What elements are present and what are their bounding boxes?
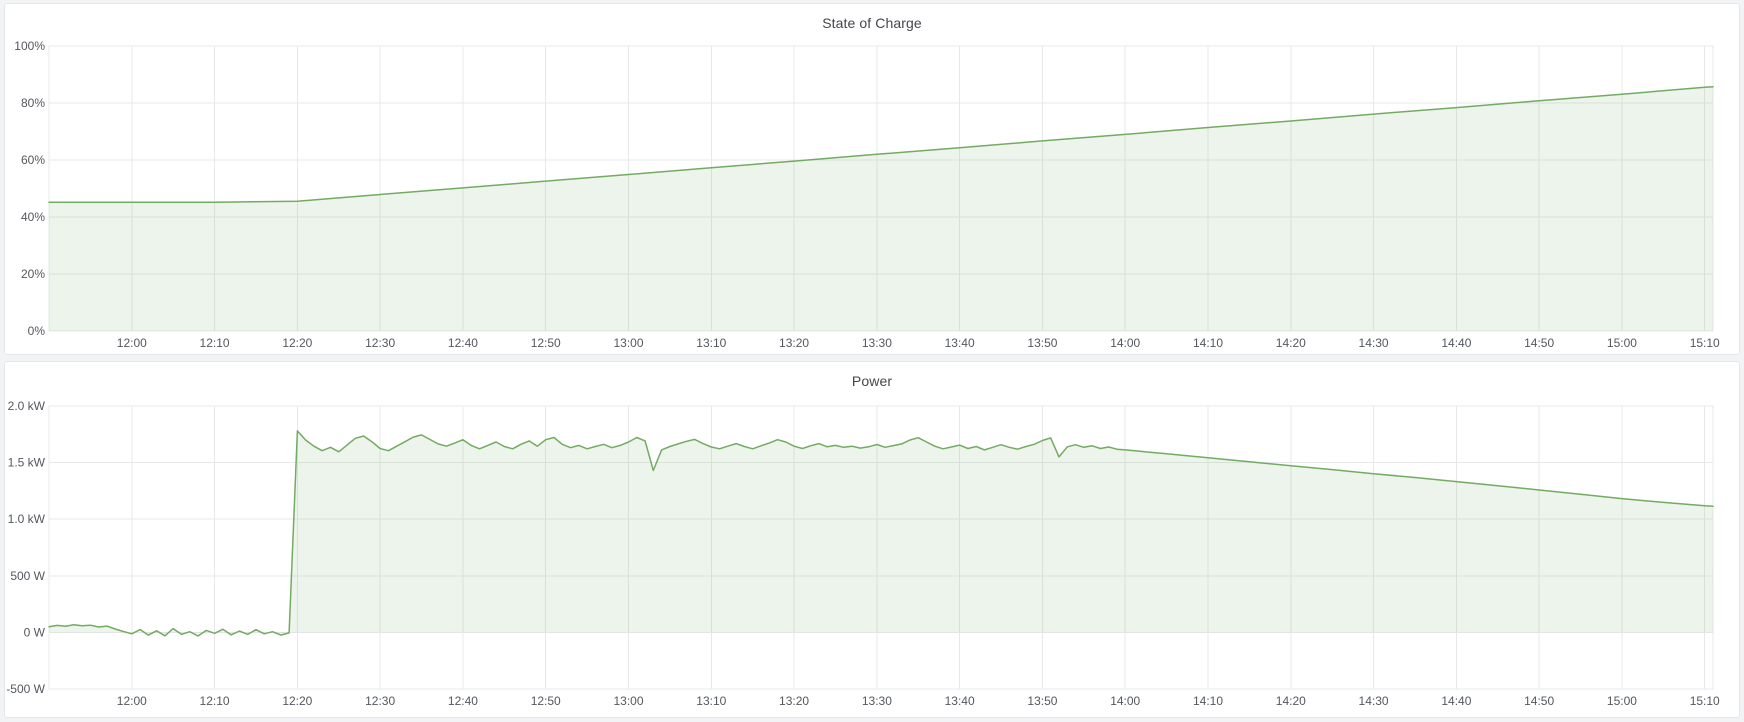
x-tick-label: 14:50 — [1524, 336, 1554, 350]
x-tick-label: 14:40 — [1441, 336, 1471, 350]
y-tick-label: 20% — [21, 267, 45, 281]
panel-title-state-of-charge[interactable]: State of Charge — [822, 15, 922, 31]
state-of-charge-chart: 0% 20% 40% 60% 80% 100% 12:00 12:10 12:20 12:30 12… — [14, 39, 1720, 350]
y-tick-label: 40% — [21, 210, 45, 224]
x-tick-label: 13:20 — [779, 694, 809, 708]
panel-header-state-of-charge[interactable]: State of Charge — [5, 10, 1739, 36]
x-tick-label: 12:30 — [365, 694, 395, 708]
plot-border — [48, 405, 1714, 690]
series-area — [49, 86, 1713, 331]
series-line — [48, 86, 1714, 203]
x-tick-label: 15:10 — [1690, 336, 1720, 350]
power-chart: -500 W 0 W 500 W 1.0 kW 1.5 kW 2.0 kW 12:00 12:… — [6, 399, 1720, 708]
panel-header-power[interactable]: Power — [5, 368, 1739, 394]
x-tick-label: 12:20 — [282, 694, 312, 708]
x-tick-label: 14:00 — [1110, 336, 1140, 350]
x-tick-label: 15:00 — [1607, 694, 1637, 708]
x-tick-label: 13:00 — [613, 336, 643, 350]
x-tick-label: 12:50 — [531, 336, 561, 350]
x-tick-label: 12:10 — [200, 694, 230, 708]
x-tick-label: 14:20 — [1276, 336, 1306, 350]
y-tick-label: 1.0 kW — [8, 512, 46, 526]
x-tick-label: 14:10 — [1193, 694, 1223, 708]
panel-power: Power -500 W 0 W 500 W 1.0 kW 1.5 kW 2.0 kW 12… — [4, 361, 1740, 718]
x-tick-label: 13:10 — [696, 336, 726, 350]
x-tick-label: 13:40 — [945, 336, 975, 350]
x-tick-label: 13:30 — [862, 694, 892, 708]
x-tick-label: 15:10 — [1690, 694, 1720, 708]
x-tick-label: 12:00 — [117, 694, 147, 708]
x-tick-label: 12:50 — [531, 694, 561, 708]
x-tick-label: 13:20 — [779, 336, 809, 350]
y-tick-label: 0% — [28, 324, 46, 338]
x-tick-label: 14:40 — [1441, 694, 1471, 708]
y-tick-label: -500 W — [6, 682, 45, 696]
y-tick-label: 80% — [21, 96, 45, 110]
x-tick-label: 15:00 — [1607, 336, 1637, 350]
x-tick-label: 14:10 — [1193, 336, 1223, 350]
x-tick-label: 14:50 — [1524, 694, 1554, 708]
x-tick-label: 12:00 — [117, 336, 147, 350]
y-tick-label: 60% — [21, 153, 45, 167]
x-tick-label: 13:40 — [945, 694, 975, 708]
x-tick-label: 14:20 — [1276, 694, 1306, 708]
y-tick-label: 2.0 kW — [8, 399, 46, 413]
x-tick-label: 14:30 — [1359, 694, 1389, 708]
x-tick-label: 12:30 — [365, 336, 395, 350]
plot-border — [48, 45, 1714, 332]
y-tick-label: 0 W — [24, 625, 46, 639]
x-tick-label: 13:00 — [613, 694, 643, 708]
x-tick-label: 12:40 — [448, 336, 478, 350]
x-tick-label: 14:30 — [1359, 336, 1389, 350]
x-tick-label: 13:50 — [1027, 694, 1057, 708]
x-tick-label: 13:10 — [696, 694, 726, 708]
series-area — [49, 430, 1713, 636]
panel-title-power[interactable]: Power — [851, 373, 893, 389]
x-tick-label: 13:50 — [1027, 336, 1057, 350]
series-line — [48, 430, 1714, 637]
y-tick-label: 500 W — [10, 569, 45, 583]
x-tick-label: 12:20 — [282, 336, 312, 350]
x-tick-label: 13:30 — [862, 336, 892, 350]
panel-state-of-charge: State of Charge 0% 20% 40% 60% 80% 100% 12:00 1… — [4, 3, 1740, 355]
x-tick-label: 12:40 — [448, 694, 478, 708]
y-tick-label: 1.5 kW — [8, 456, 46, 470]
x-tick-label: 14:00 — [1110, 694, 1140, 708]
x-tick-label: 12:10 — [200, 336, 230, 350]
y-tick-label: 100% — [14, 39, 45, 53]
